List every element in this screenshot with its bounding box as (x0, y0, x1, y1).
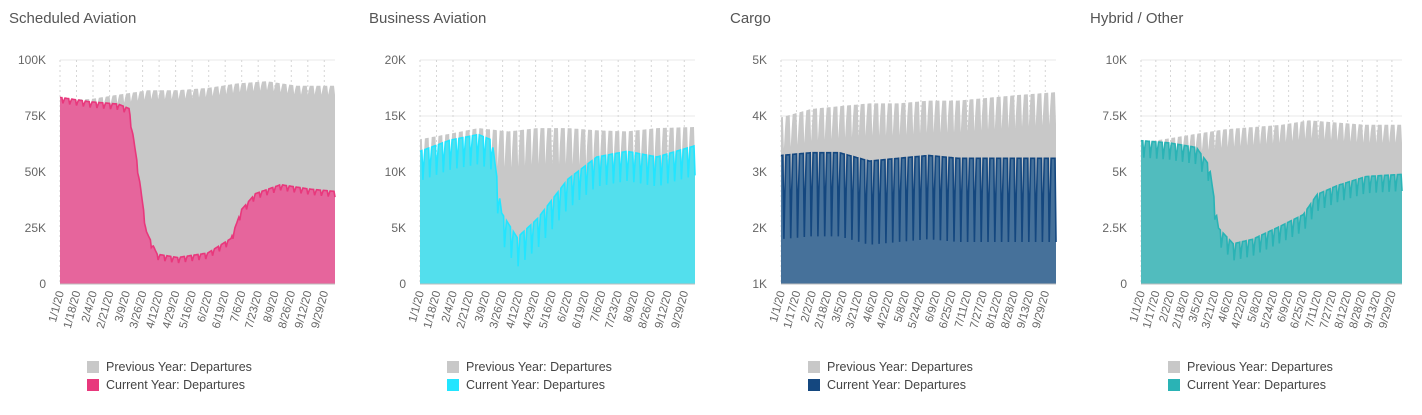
legend-label-previous: Previous Year: Departures (827, 360, 973, 374)
legend-swatch-previous (808, 361, 820, 373)
line-current (59, 96, 336, 264)
legend-label-previous: Previous Year: Departures (1187, 360, 1333, 374)
legend-label-previous: Previous Year: Departures (466, 360, 612, 374)
line-current (419, 133, 696, 267)
y-tick-label: 7.5K (1102, 109, 1127, 123)
legend-swatch-previous (1168, 361, 1180, 373)
legend-swatch-previous (87, 361, 99, 373)
panel-business-aviation: Business Aviation 0 5K 10K 15K 20K 1/1/20 1/18… (360, 0, 715, 415)
y-tick-label: 5K (391, 221, 406, 235)
y-tick-label: 25K (25, 221, 46, 235)
legend-swatch-current (808, 379, 820, 391)
y-tick-label: 0 (39, 277, 46, 291)
panel-cargo: Cargo 1K 2K 3K 4K 5K 1/1/20 1/17/20 2/2/20 2/18/… (721, 0, 1076, 415)
chart-title: Scheduled Aviation (9, 10, 137, 27)
y-tick-label: 15K (385, 109, 406, 123)
y-tick-label: 5K (1112, 165, 1127, 179)
y-tick-label: 75K (25, 109, 46, 123)
line-current (1140, 139, 1403, 261)
legend-label-previous: Previous Year: Departures (106, 360, 252, 374)
y-tick-label: 3K (752, 165, 767, 179)
legend-swatch-current (1168, 379, 1180, 391)
legend-label-current: Current Year: Departures (466, 378, 605, 392)
y-tick-label: 5K (752, 53, 767, 67)
legend-label-current: Current Year: Departures (106, 378, 245, 392)
area-current (60, 97, 335, 284)
y-tick-label: 20K (385, 53, 406, 67)
legend-swatch-current (447, 379, 459, 391)
line-current (780, 151, 1057, 245)
y-tick-label: 2K (752, 221, 767, 235)
legend-swatch-previous (447, 361, 459, 373)
y-tick-label: 2.5K (1102, 221, 1127, 235)
y-tick-label: 50K (25, 165, 46, 179)
chart-title: Hybrid / Other (1090, 10, 1184, 27)
y-tick-label: 10K (385, 165, 406, 179)
chart-cargo: 1K2K3K4K5K1/1/201/17/202/2/202/18/203/5/… (752, 53, 1057, 330)
chart-business-aviation: 05K10K15K20K1/1/201/18/202/4/202/21/203/… (385, 53, 696, 330)
legend-swatch-current (87, 379, 99, 391)
y-tick-label: 4K (752, 109, 767, 123)
panel-scheduled-aviation: Scheduled Aviation 0 25K 50K 75K 100K 1/1/20 1… (0, 0, 355, 415)
y-tick-label: 0 (1120, 277, 1127, 291)
legend-label-current: Current Year: Departures (827, 378, 966, 392)
y-tick-label: 100K (18, 53, 46, 67)
chart-title: Cargo (730, 10, 771, 27)
legend-label-current: Current Year: Departures (1187, 378, 1326, 392)
panel-hybrid-other: Hybrid / Other 0 2.5K 5K 7.5K 10K 1/1/20 1/17/… (1081, 0, 1422, 415)
y-tick-label: 10K (1106, 53, 1127, 67)
chart-scheduled-aviation: 025K50K75K100K1/1/201/18/202/4/202/21/20… (18, 53, 336, 330)
chart-hybrid-other: 02.5K5K7.5K10K1/1/201/17/202/2/202/18/20… (1102, 53, 1403, 330)
area-current (1141, 140, 1402, 284)
chart-title: Business Aviation (369, 10, 487, 27)
y-tick-label: 0 (399, 277, 406, 291)
y-tick-label: 1K (752, 277, 767, 291)
